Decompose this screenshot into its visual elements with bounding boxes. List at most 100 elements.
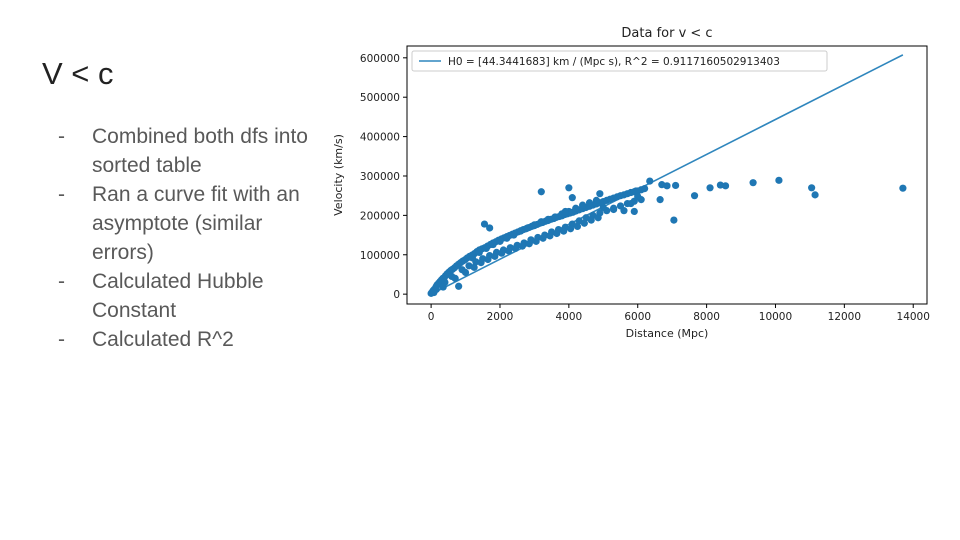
- data-point: [587, 216, 595, 224]
- data-point: [470, 263, 478, 271]
- plot-frame: [406, 45, 928, 305]
- data-point: [491, 252, 499, 260]
- bullet-item: - Ran a curve fit with an asymptote (simi…: [58, 180, 318, 267]
- data-point: [525, 240, 533, 248]
- data-point: [580, 219, 588, 227]
- data-point: [627, 199, 635, 208]
- bullet-item: - Calculated Hubble Constant: [58, 267, 318, 325]
- y-tick-label: 300000: [360, 171, 400, 183]
- data-point: [498, 249, 506, 257]
- bullet-dash: -: [58, 183, 65, 206]
- data-point: [530, 221, 539, 229]
- x-tick-label: 2000: [487, 311, 514, 323]
- data-point: [721, 182, 730, 190]
- y-axis-label: Velocity (km/s): [332, 134, 345, 216]
- data-point: [610, 205, 618, 214]
- data-point: [566, 225, 575, 233]
- data-point: [811, 191, 819, 199]
- data-point: [672, 181, 680, 190]
- data-point: [477, 259, 485, 267]
- data-point: [510, 231, 518, 239]
- slide-title: V < c: [42, 56, 114, 91]
- bullet-dash: -: [58, 270, 65, 293]
- legend: H0 = [44.3441683] km / (Mpc s), R^2 = 0.…: [411, 50, 828, 72]
- data-point: [690, 192, 699, 200]
- data-point: [573, 222, 582, 231]
- data-point: [899, 184, 907, 192]
- y-tick-label: 200000: [360, 210, 400, 222]
- data-point: [468, 254, 477, 262]
- data-point: [632, 187, 640, 195]
- bullet-text: Combined both dfs into sorted table: [92, 125, 308, 177]
- data-points: [427, 176, 907, 297]
- data-point: [482, 244, 490, 253]
- data-point: [641, 184, 649, 193]
- bullet-item: - Combined both dfs into sorted table: [58, 122, 318, 180]
- data-point: [546, 232, 554, 240]
- data-point: [518, 242, 526, 250]
- data-point: [461, 268, 470, 277]
- data-point: [572, 204, 580, 212]
- data-point: [486, 224, 494, 232]
- data-point: [489, 240, 497, 249]
- data-point: [484, 255, 492, 264]
- data-point: [585, 199, 594, 207]
- legend-label: H0 = [44.3441683] km / (Mpc s), R^2 = 0.…: [448, 56, 780, 68]
- x-tick-label: 12000: [828, 311, 861, 323]
- x-tick-label: 4000: [555, 311, 582, 323]
- bullet-text: Calculated R^2: [92, 328, 234, 351]
- data-point: [553, 229, 561, 238]
- bullet-text: Ran a curve fit with an asymptote (simil…: [92, 183, 300, 264]
- data-point: [663, 182, 671, 190]
- x-tick-label: 10000: [759, 311, 792, 323]
- data-point: [511, 244, 520, 253]
- y-tick-label: 500000: [360, 92, 400, 104]
- data-point: [808, 184, 816, 192]
- data-point: [496, 237, 504, 245]
- data-point: [630, 207, 638, 216]
- data-point: [656, 196, 664, 204]
- data-point: [523, 224, 532, 232]
- data-point: [634, 192, 642, 201]
- y-tick-label: 400000: [360, 132, 400, 144]
- data-point: [775, 176, 783, 184]
- data-point: [455, 282, 463, 290]
- x-tick-label: 8000: [693, 311, 720, 323]
- legend-box: [411, 50, 828, 72]
- data-point: [451, 274, 459, 282]
- x-axis-ticks: 0 2000 4000 6000 8000 10000 12000 14000: [428, 304, 930, 323]
- scatter-chart: 0 100000 200000 300000 400000 500000 600000 0 2…: [332, 26, 930, 340]
- bullet-text: Calculated Hubble Constant: [92, 270, 264, 322]
- data-point: [551, 213, 559, 221]
- data-point: [579, 201, 587, 209]
- y-tick-label: 100000: [360, 250, 400, 262]
- x-axis-label: Distance (Mpc): [626, 327, 709, 340]
- data-point: [430, 288, 438, 297]
- x-tick-label: 6000: [624, 311, 651, 323]
- y-axis-ticks: 0 100000 200000 300000 400000 500000 600000: [360, 53, 407, 301]
- y-tick-label: 0: [393, 289, 400, 301]
- data-point: [544, 215, 552, 223]
- data-point: [568, 194, 576, 202]
- chart-title: Data for v < c: [621, 26, 712, 41]
- bullet-list: - Combined both dfs into sorted table - Ra…: [58, 122, 318, 354]
- data-point: [706, 184, 714, 192]
- data-point: [749, 179, 757, 187]
- data-point: [475, 248, 483, 256]
- data-point: [532, 237, 540, 245]
- data-point: [439, 283, 447, 291]
- x-tick-label: 0: [428, 311, 435, 323]
- data-point: [517, 227, 525, 235]
- data-point: [504, 247, 513, 255]
- bullet-dash: -: [58, 125, 65, 148]
- data-point: [561, 207, 570, 216]
- data-point: [503, 234, 511, 242]
- data-point: [537, 188, 545, 196]
- fit-line: [430, 54, 904, 295]
- data-point: [480, 220, 489, 228]
- y-tick-label: 600000: [360, 53, 400, 65]
- data-point: [599, 203, 607, 212]
- data-point: [560, 227, 568, 235]
- data-point: [670, 216, 678, 224]
- data-point: [596, 190, 604, 198]
